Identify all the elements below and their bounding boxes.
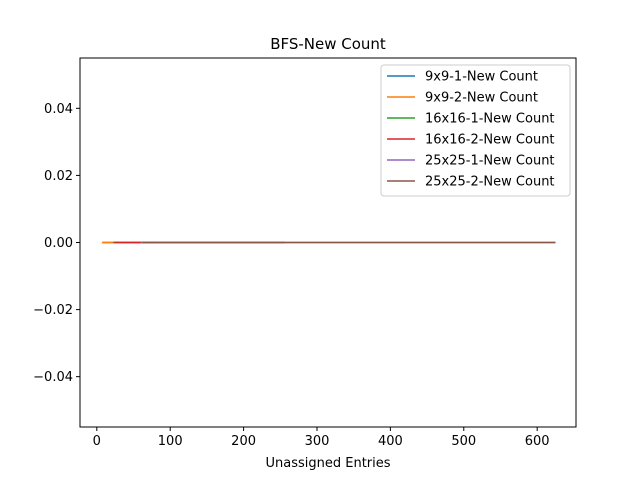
y-tick-label: −0.02	[33, 303, 73, 318]
y-tick-label: 0.02	[44, 169, 73, 184]
legend-box	[380, 64, 571, 197]
legend-label-1: 9x9-2-New Count	[425, 91, 538, 106]
x-axis-ticks: 0 100 200 300 400 500 600	[93, 427, 550, 449]
y-axis-ticks: −0.04 −0.02 0.00 0.02 0.04	[33, 102, 80, 385]
x-tick-label: 300	[305, 434, 330, 449]
y-tick-label: 0.04	[44, 102, 73, 117]
x-tick-label: 100	[158, 434, 183, 449]
legend-label-2: 16x16-1-New Count	[425, 112, 555, 127]
chart-title: BFS-New Count	[270, 35, 386, 53]
legend-label-5: 25x25-2-New Count	[425, 175, 555, 190]
legend-label-0: 9x9-1-New Count	[425, 70, 538, 85]
x-tick-label: 200	[231, 434, 256, 449]
y-tick-label: −0.04	[33, 370, 73, 385]
y-tick-label: 0.00	[44, 236, 73, 251]
x-tick-label: 400	[378, 434, 403, 449]
legend-label-3: 16x16-2-New Count	[425, 133, 555, 148]
x-tick-label: 500	[451, 434, 476, 449]
legend-label-4: 25x25-1-New Count	[425, 154, 555, 169]
x-tick-label: 600	[525, 434, 550, 449]
x-axis-label: Unassigned Entries	[265, 456, 390, 471]
x-tick-label: 0	[93, 434, 101, 449]
legend: 9x9-1-New Count 9x9-2-New Count 16x16-1-Ne…	[380, 64, 571, 197]
